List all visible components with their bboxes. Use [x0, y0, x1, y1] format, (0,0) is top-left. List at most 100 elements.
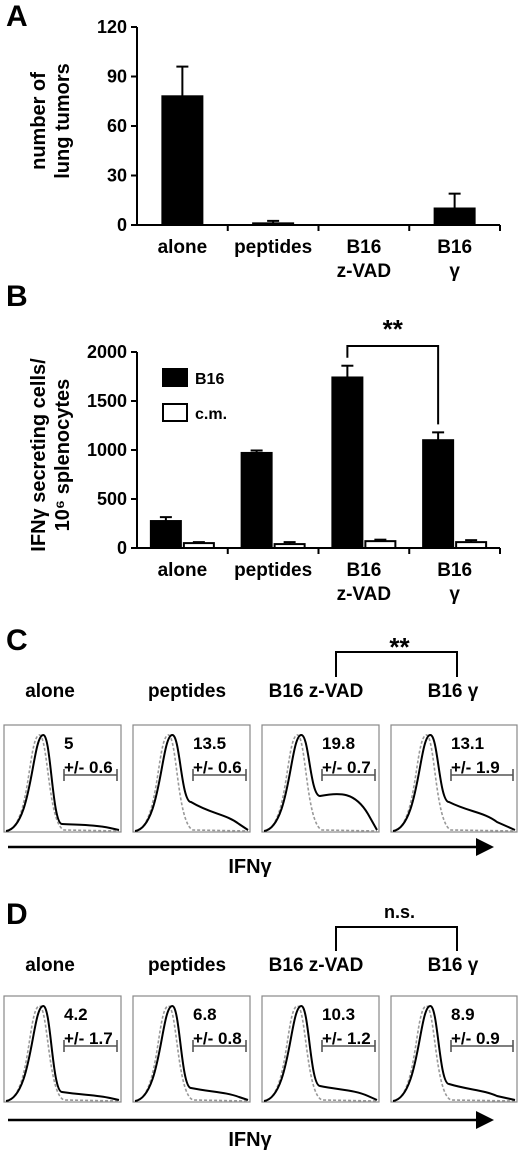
histogram-category-label: alone: [25, 681, 75, 702]
y-tick-label: 60: [107, 116, 127, 136]
flow-panel-d: alone 4.2 +/- 1.7 peptides 6.8 +/- 0.8 B16 z-V…: [3, 902, 518, 1151]
gate-percent: 13.5: [193, 734, 226, 753]
histogram-frame: [132, 724, 251, 833]
category-label: alone: [158, 560, 208, 581]
y-tick-label: 500: [97, 489, 127, 509]
isotype-curve: [5, 734, 120, 832]
y-tick-label: 2000: [87, 342, 127, 362]
histogram-frame: [390, 724, 518, 833]
panel-letter-c: C: [6, 624, 28, 657]
histogram-category-label: B16 z-VAD: [269, 681, 364, 702]
histogram-frame: [390, 995, 518, 1103]
sample-curve: [5, 733, 120, 832]
category-label: γ: [449, 261, 460, 282]
y-tick-label: 30: [107, 166, 127, 186]
histogram-category-label: B16 γ: [428, 955, 479, 976]
category-label: B16: [346, 237, 381, 258]
bar: [422, 439, 455, 550]
category-label: B16: [437, 560, 472, 581]
legend-swatch: [162, 403, 188, 422]
gate-sd: +/- 1.2: [322, 1029, 371, 1048]
gate-percent: 13.1: [451, 734, 484, 753]
sample-curve: [263, 733, 378, 832]
bar: [455, 541, 488, 549]
gate-percent: 10.3: [322, 1005, 355, 1024]
histogram-category-label: peptides: [148, 681, 226, 702]
gate-sd: +/- 0.6: [193, 758, 242, 777]
category-label: peptides: [234, 560, 312, 581]
bar: [182, 542, 215, 549]
x-axis-arrowhead: [476, 838, 494, 856]
isotype-curve: [392, 734, 516, 832]
histogram-frame: [3, 995, 122, 1103]
category-label: B16: [437, 237, 472, 258]
y-axis-label: IFNγ secreting cells/: [28, 358, 50, 552]
histogram-category-label: peptides: [148, 955, 226, 976]
x-axis-arrowhead: [476, 1111, 494, 1129]
histogram-category-label: B16 γ: [428, 681, 479, 702]
bar: [240, 451, 273, 549]
sample-curve: [392, 733, 516, 832]
bar: [252, 222, 295, 227]
isotype-curve: [263, 734, 378, 832]
bar: [161, 95, 204, 226]
histogram-category-label: alone: [25, 955, 75, 976]
x-axis-label: IFNγ: [228, 856, 272, 878]
panel-letter-b: B: [6, 280, 28, 313]
gate-percent: 8.9: [451, 1005, 475, 1024]
bar: [331, 376, 364, 550]
legend-label: c.m.: [195, 406, 227, 423]
significance-bracket: [346, 345, 440, 425]
category-label: B16: [346, 560, 381, 581]
y-axis-label: 10⁶ splenocytes: [52, 379, 74, 532]
category-label: peptides: [234, 237, 312, 258]
gate-sd: +/- 1.7: [64, 1029, 113, 1048]
bar: [149, 520, 182, 549]
sample-curve: [263, 1004, 378, 1102]
histogram-frame: [261, 995, 380, 1103]
gate-sd: +/- 1.9: [451, 758, 500, 777]
y-tick-label: 120: [97, 17, 127, 37]
y-tick-label: 1000: [87, 440, 127, 460]
flow-panel-c: alone 5 +/- 0.6 peptides 13.5 +/- 0.6 B16 z-VA…: [3, 632, 518, 878]
legend-swatch: [162, 368, 188, 387]
gate-percent: 6.8: [193, 1005, 217, 1024]
significance-label: n.s.: [384, 902, 415, 922]
y-axis-label: number of: [28, 72, 50, 170]
significance-bracket: [335, 651, 458, 677]
gate-sd: +/- 0.8: [193, 1029, 242, 1048]
bar: [364, 540, 397, 550]
histogram-frame: [132, 995, 251, 1103]
significance-label: **: [383, 314, 404, 344]
sample-curve: [134, 1004, 249, 1102]
histogram-category-label: B16 z-VAD: [269, 955, 364, 976]
sample-curve: [392, 1004, 516, 1102]
isotype-curve: [134, 734, 249, 832]
y-tick-label: 0: [117, 538, 127, 558]
category-label: z-VAD: [337, 261, 392, 282]
category-label: alone: [158, 237, 208, 258]
sample-curve: [134, 733, 249, 832]
y-tick-label: 90: [107, 67, 127, 87]
legend-label: B16: [195, 371, 224, 388]
bar: [273, 543, 306, 550]
gate-percent: 19.8: [322, 734, 355, 753]
gate-sd: +/- 0.7: [322, 758, 371, 777]
y-axis-label: lung tumors: [52, 63, 74, 179]
y-tick-label: 1500: [87, 391, 127, 411]
category-label: γ: [449, 584, 460, 605]
significance-label: **: [389, 632, 410, 662]
gate-sd: +/- 0.6: [64, 758, 113, 777]
significance-bracket: [335, 926, 458, 951]
panel-letter-a: A: [6, 0, 28, 33]
chart-a: 0 30 60 90 120 alone peptides B16 z-VAD B16 γ numbe…: [28, 17, 501, 282]
category-label: z-VAD: [337, 584, 392, 605]
bar: [433, 207, 476, 226]
x-axis-label: IFNγ: [228, 1129, 272, 1151]
gate-sd: +/- 0.9: [451, 1029, 500, 1048]
gate-percent: 5: [64, 734, 73, 753]
y-tick-label: 0: [117, 215, 127, 235]
chart-b: 0 500 1000 1500 2000 alone peptides B16 z-VAD B16…: [28, 314, 501, 605]
sample-curve: [5, 1004, 120, 1102]
